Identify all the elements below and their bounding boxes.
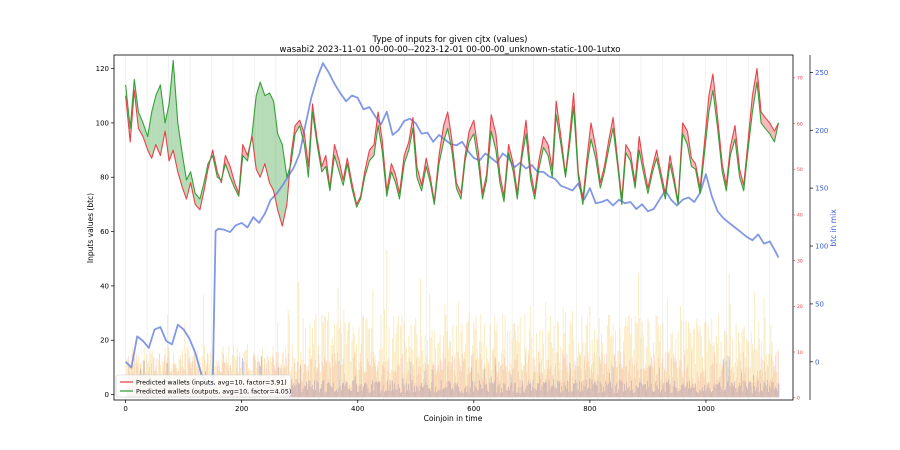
y-right-tick-label: 50 bbox=[815, 300, 824, 308]
y-right-tick-label: 250 bbox=[815, 69, 828, 77]
difference-fill-segment bbox=[138, 112, 144, 137]
x-axis: 0 200 400 600 800 1000 bbox=[123, 400, 715, 413]
y-axis-right-label: btc in mix bbox=[829, 209, 838, 247]
plot-frame bbox=[113, 54, 794, 401]
y-middle-tick-label: 10 bbox=[797, 350, 803, 356]
y-left-tick-label: 60 bbox=[100, 228, 109, 236]
y-left-tick-label: 0 bbox=[105, 391, 109, 399]
difference-fill-segment bbox=[151, 95, 156, 159]
difference-fill-segment bbox=[369, 144, 374, 161]
difference-fill-segment bbox=[252, 95, 257, 170]
series-lines bbox=[124, 59, 780, 386]
legend-box bbox=[115, 374, 292, 398]
difference-fill-segment bbox=[155, 84, 161, 156]
difference-fill-segment bbox=[277, 133, 283, 227]
difference-fill-segment bbox=[269, 93, 274, 191]
difference-fill-segment bbox=[625, 144, 631, 161]
series-line-inputs bbox=[125, 68, 779, 227]
difference-fill-segment bbox=[404, 141, 409, 164]
y-middle-tick-label: 50 bbox=[797, 167, 803, 173]
difference-fill-segment bbox=[225, 155, 231, 178]
x-tick-label: 0 bbox=[123, 405, 127, 413]
x-tick-label: 800 bbox=[583, 405, 596, 413]
difference-fill-segment bbox=[295, 120, 300, 134]
difference-fill-segment bbox=[260, 82, 265, 178]
y-left-tick-label: 120 bbox=[96, 65, 109, 73]
difference-fill-segment bbox=[165, 103, 170, 161]
y-axis-left-label: Inputs values (btc) bbox=[86, 193, 95, 263]
difference-fill-segment bbox=[708, 74, 713, 113]
y-middle-tick-label: 70 bbox=[797, 76, 803, 82]
x-tick-label: 600 bbox=[467, 405, 480, 413]
y-middle-tick-label: 30 bbox=[797, 258, 803, 264]
y-right-tick-label: 100 bbox=[815, 243, 828, 251]
difference-fill-segment bbox=[177, 122, 183, 189]
y-axis-right: 0 50 100 150 200 250 bbox=[809, 55, 828, 400]
y-left-tick-label: 40 bbox=[100, 282, 109, 290]
difference-fill-segment bbox=[543, 136, 549, 156]
y-left-tick-label: 20 bbox=[100, 337, 109, 345]
x-tick-label: 1000 bbox=[697, 405, 715, 413]
difference-fill-segment bbox=[443, 112, 448, 142]
difference-fill-segment bbox=[160, 84, 166, 156]
chart-title: Type of inputs for given cjtx (values) bbox=[372, 35, 528, 45]
difference-fill-segment bbox=[691, 158, 696, 170]
difference-fill-segment bbox=[391, 163, 396, 183]
difference-fill-segment bbox=[182, 155, 187, 199]
difference-fill-segment bbox=[169, 60, 174, 161]
y-middle-tick-label: 0 bbox=[797, 396, 800, 402]
difference-fill-segment bbox=[256, 82, 261, 178]
y-right-tick-label: 150 bbox=[815, 185, 828, 193]
difference-fill-segment bbox=[469, 120, 474, 142]
y-middle-tick-label: 60 bbox=[797, 121, 803, 127]
difference-fill-segment bbox=[264, 93, 270, 183]
x-tick-label: 200 bbox=[235, 405, 248, 413]
difference-fill-segment bbox=[195, 193, 200, 210]
difference-fill-segment bbox=[491, 114, 496, 151]
difference-fill-segment bbox=[143, 122, 148, 151]
difference-fill-segment bbox=[147, 112, 152, 159]
x-axis-label: Coinjoin in time bbox=[424, 414, 483, 423]
y-middle-tick-label: 40 bbox=[797, 213, 803, 219]
y-middle-tick-label: 20 bbox=[797, 304, 803, 310]
chart-subtitle: wasabi2 2023-11-01 00-00-00--2023-12-01 … bbox=[280, 45, 621, 55]
y-axis-middle: 0 10 20 30 40 50 60 70 bbox=[793, 76, 803, 402]
legend-label-outputs: Predicted wallets (outputs, avg=10, fact… bbox=[136, 389, 291, 396]
y-right-tick-label: 0 bbox=[815, 358, 819, 366]
difference-fill-segment bbox=[334, 144, 340, 172]
y-right-tick-label: 200 bbox=[815, 127, 828, 135]
difference-fill-segment bbox=[173, 60, 178, 172]
legend: Predicted wallets (inputs, avg=10, facto… bbox=[115, 374, 292, 398]
difference-fill-segment bbox=[769, 122, 775, 142]
y-left-tick-label: 100 bbox=[96, 119, 109, 127]
y-left-tick-label: 80 bbox=[100, 174, 109, 182]
y-axis-left: 0 20 40 60 80 100 120 bbox=[96, 65, 114, 399]
x-tick-label: 400 bbox=[351, 405, 364, 413]
difference-fill-segment bbox=[282, 144, 287, 227]
legend-label-inputs: Predicted wallets (inputs, avg=10, facto… bbox=[136, 380, 287, 387]
difference-fill-segment bbox=[190, 171, 196, 205]
series-line-outputs bbox=[125, 59, 780, 208]
difference-fill-segment bbox=[682, 122, 688, 145]
